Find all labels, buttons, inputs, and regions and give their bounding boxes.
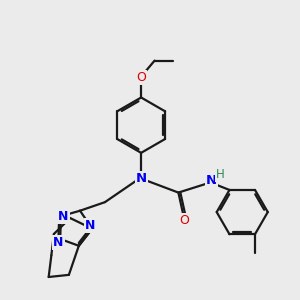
Text: N: N	[85, 219, 96, 232]
Text: O: O	[136, 71, 146, 85]
Text: N: N	[58, 210, 69, 223]
Text: O: O	[179, 214, 189, 227]
Text: N: N	[136, 172, 147, 185]
Text: N: N	[206, 174, 217, 187]
Text: N: N	[53, 236, 64, 250]
Text: H: H	[215, 168, 224, 181]
